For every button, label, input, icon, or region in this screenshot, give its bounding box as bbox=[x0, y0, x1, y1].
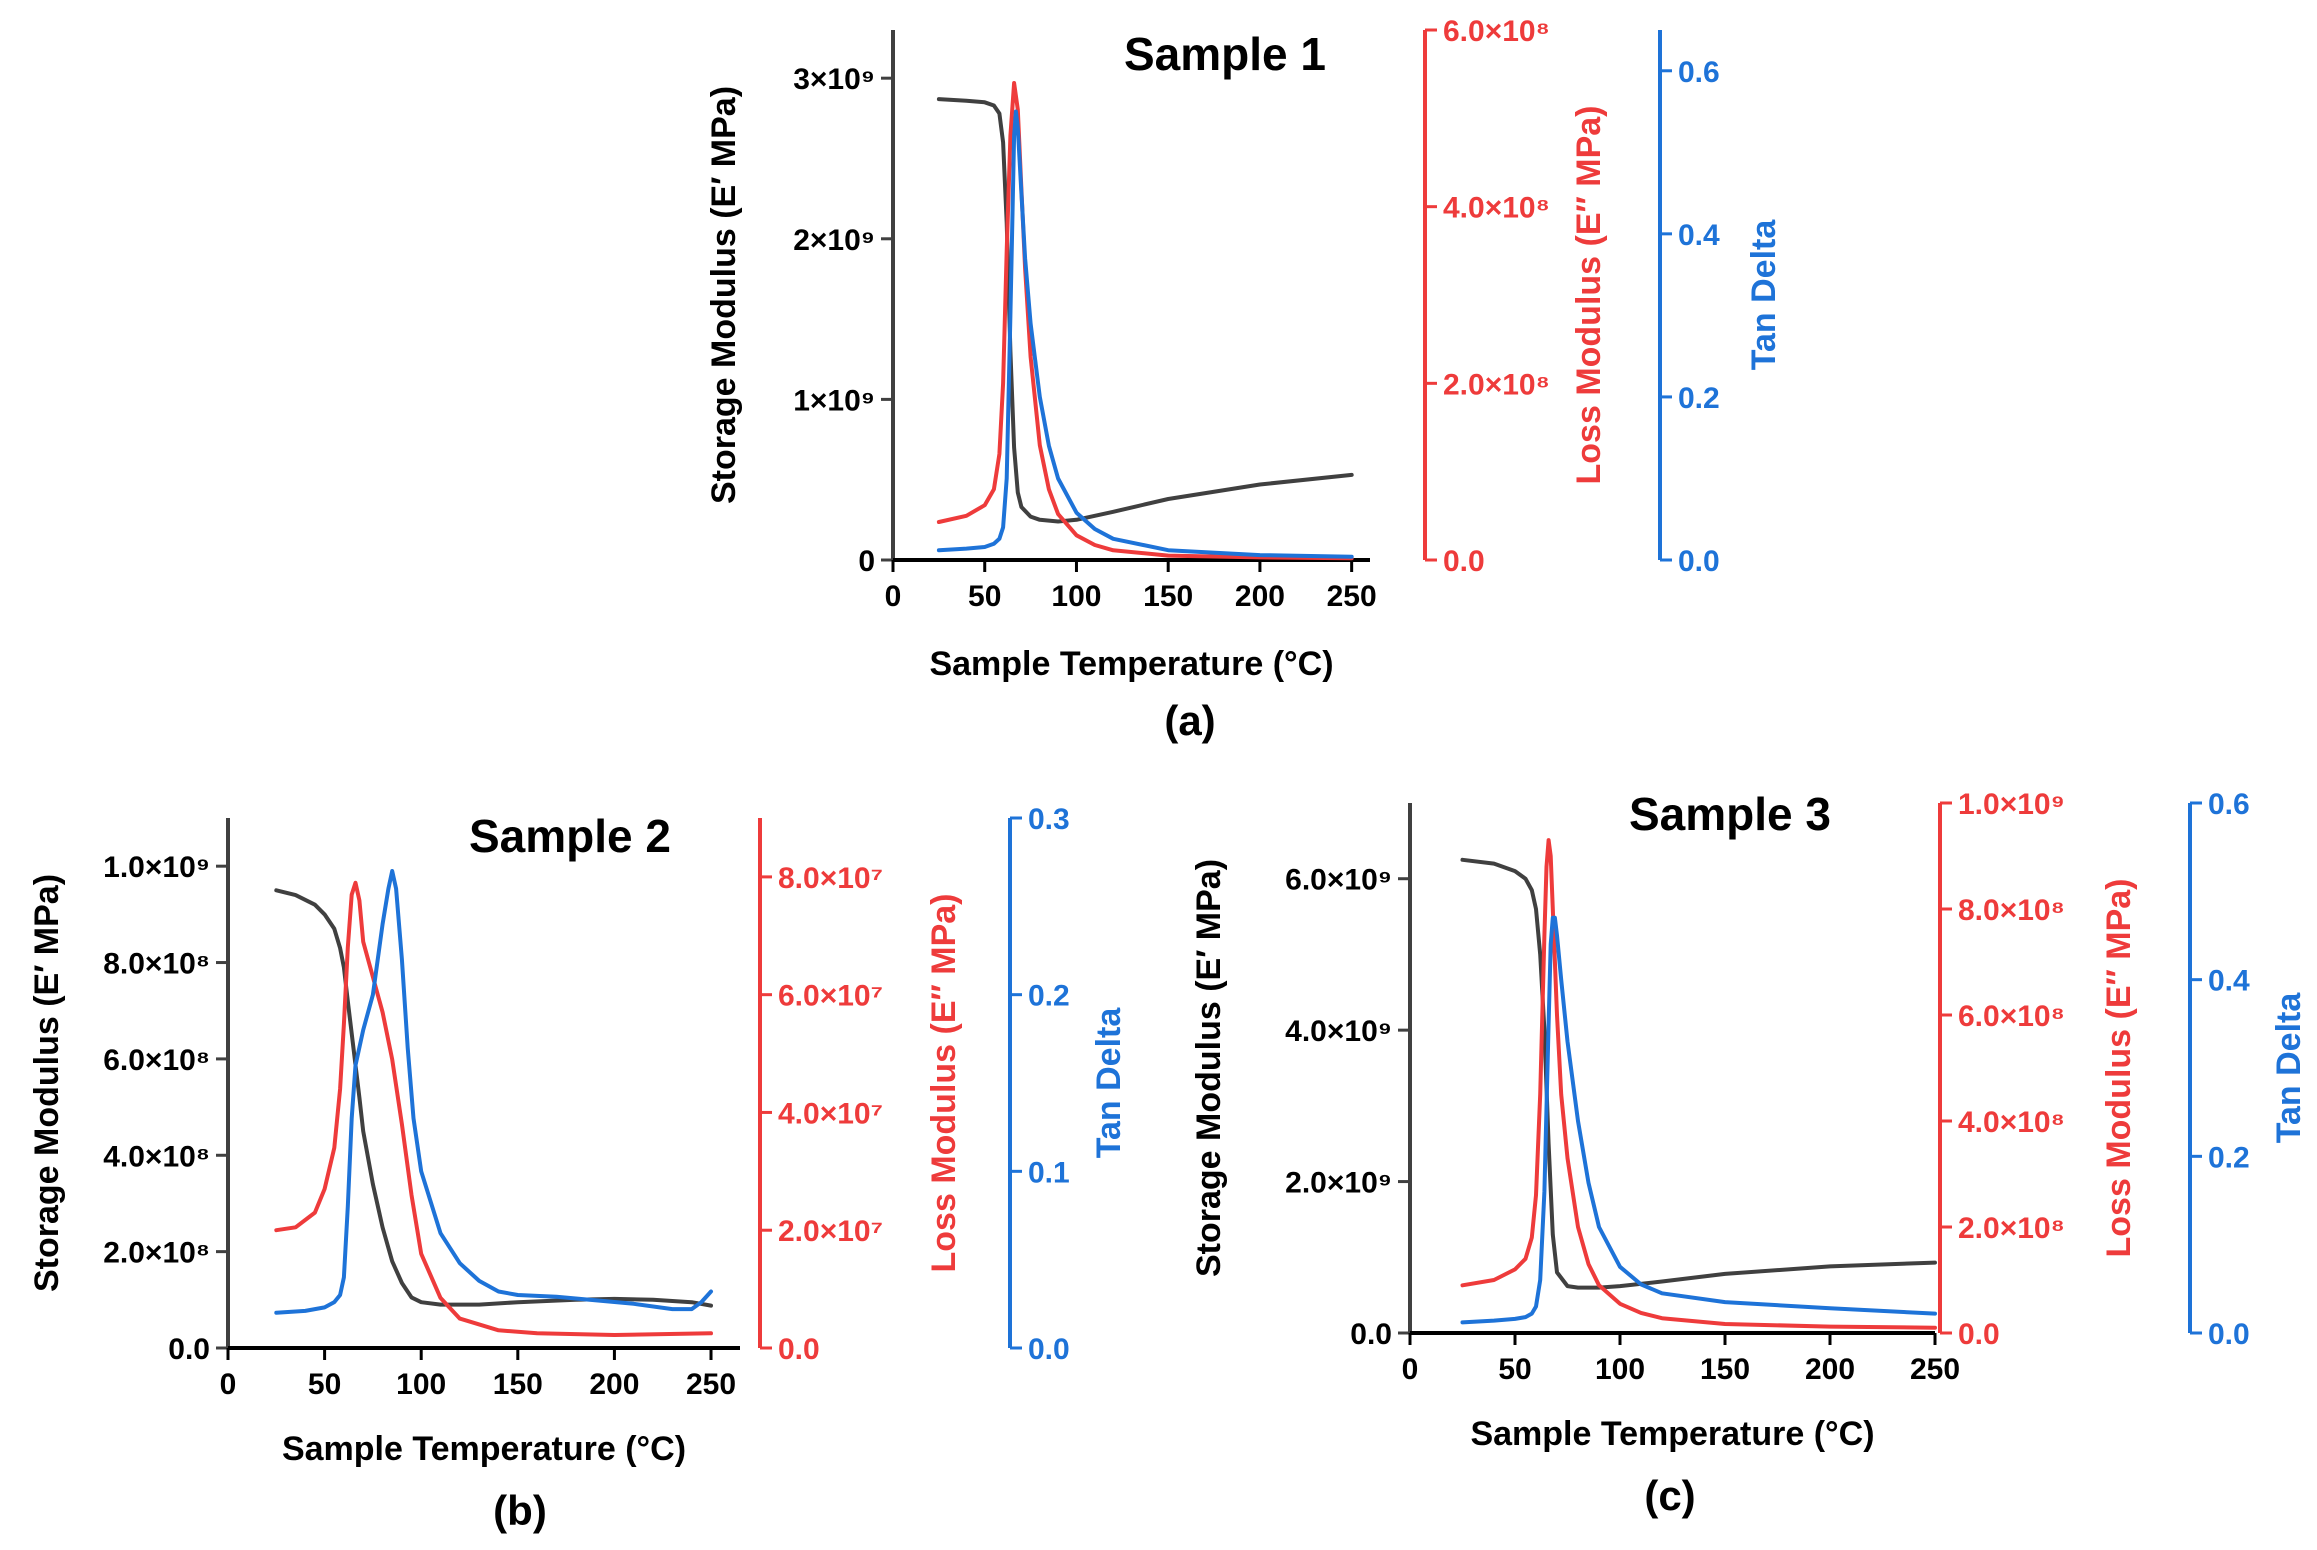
x-tick-label: 0 bbox=[1402, 1353, 1419, 1386]
loss-tick-label: 0.0 bbox=[1443, 545, 1485, 578]
loss-modulus-line bbox=[1460, 838, 1937, 1330]
tan-tick-label: 0.0 bbox=[1028, 1333, 1070, 1366]
x-tick-label: 0 bbox=[220, 1368, 237, 1401]
tan-tick-label: 0.2 bbox=[1028, 980, 1070, 1013]
loss-tick-label: 4.0×10⁸ bbox=[1443, 192, 1550, 225]
tan-tick-label: 0.6 bbox=[2208, 788, 2250, 821]
left-tick-label: 2.0×10⁸ bbox=[103, 1237, 210, 1270]
loss-tick-label: 0.0 bbox=[1958, 1318, 2000, 1351]
x-tick-label: 100 bbox=[1595, 1353, 1645, 1386]
chart-panel-2: 0.0 2.0×10⁸ 4.0×10⁸ 6.0×10⁸ 8.0×10⁸ 1.0×10⁹ St… bbox=[28, 803, 1128, 1534]
x-axis-label: Sample Temperature (°C) bbox=[1470, 1415, 1874, 1453]
loss-tick-label: 6.0×10⁷ bbox=[778, 980, 883, 1013]
loss-tick-label: 8.0×10⁷ bbox=[778, 862, 883, 895]
x-tick-label: 200 bbox=[1235, 580, 1285, 613]
tan-tick-label: 0.4 bbox=[1678, 219, 1720, 252]
tan-axis-label: Tan Delta bbox=[1090, 1007, 1128, 1159]
x-tick-label: 50 bbox=[308, 1368, 341, 1401]
loss-tick-label: 4.0×10⁷ bbox=[778, 1097, 883, 1130]
x-tick-label: 50 bbox=[1498, 1353, 1531, 1386]
tan-axis-label: Tan Delta bbox=[2270, 992, 2308, 1144]
tan-tick-label: 0.3 bbox=[1028, 803, 1070, 836]
x-tick-label: 200 bbox=[1805, 1353, 1855, 1386]
tan-tick-label: 0.6 bbox=[1678, 56, 1720, 89]
loss-tick-label: 6.0×10⁸ bbox=[1958, 1000, 2065, 1033]
x-axis-label: Sample Temperature (°C) bbox=[929, 645, 1333, 683]
chart-title: Sample 2 bbox=[469, 810, 671, 862]
x-tick-label: 150 bbox=[1700, 1353, 1750, 1386]
loss-axis-label: Loss Modulus (E″ MPa) bbox=[925, 894, 963, 1273]
chart-title: Sample 1 bbox=[1124, 28, 1326, 80]
storage-modulus-line bbox=[274, 888, 713, 1308]
left-axis-label: Storage Modulus (E′ MPa) bbox=[705, 86, 743, 504]
left-tick-label: 4.0×10⁹ bbox=[1285, 1015, 1392, 1048]
loss-modulus-line bbox=[274, 880, 713, 1337]
loss-tick-label: 4.0×10⁸ bbox=[1958, 1106, 2065, 1139]
x-axis-label: Sample Temperature (°C) bbox=[282, 1430, 686, 1468]
storage-modulus-line bbox=[1460, 857, 1937, 1290]
tan-tick-label: 0.2 bbox=[2208, 1141, 2250, 1174]
loss-axis-label: Loss Modulus (E″ MPa) bbox=[2100, 879, 2138, 1258]
x-tick-label: 100 bbox=[396, 1368, 446, 1401]
tan-delta-line bbox=[936, 109, 1354, 559]
left-tick-label: 2×10⁹ bbox=[793, 224, 875, 257]
left-axis-label: Storage Modulus (E′ MPa) bbox=[1190, 859, 1228, 1277]
left-tick-label: 1.0×10⁹ bbox=[103, 851, 210, 884]
tan-tick-label: 0.0 bbox=[2208, 1318, 2250, 1351]
loss-tick-label: 2.0×10⁷ bbox=[778, 1215, 883, 1248]
chart-panel-1: 0 1×10⁹ 2×10⁹ 3×10⁹ Storage Modulus (E′ MPa)… bbox=[705, 15, 1783, 744]
loss-tick-label: 8.0×10⁸ bbox=[1958, 894, 2065, 927]
tan-axis-label: Tan Delta bbox=[1745, 219, 1783, 371]
storage-modulus-line bbox=[936, 97, 1354, 524]
loss-axis-label: Loss Modulus (E″ MPa) bbox=[1570, 106, 1608, 485]
panel-label: (c) bbox=[1644, 1472, 1695, 1519]
x-tick-label: 50 bbox=[968, 580, 1001, 613]
loss-tick-label: 1.0×10⁹ bbox=[1958, 788, 2065, 821]
x-tick-label: 150 bbox=[1143, 580, 1193, 613]
left-axis-label: Storage Modulus (E′ MPa) bbox=[28, 874, 66, 1292]
tan-delta-line bbox=[1460, 915, 1937, 1325]
loss-tick-label: 0.0 bbox=[778, 1333, 820, 1366]
x-tick-label: 250 bbox=[1327, 580, 1377, 613]
chart-panel-3: 0.0 2.0×10⁹ 4.0×10⁹ 6.0×10⁹ Storage Modulus … bbox=[1190, 788, 2308, 1519]
left-tick-label: 4.0×10⁸ bbox=[103, 1140, 210, 1173]
left-tick-label: 8.0×10⁸ bbox=[103, 948, 210, 981]
loss-tick-label: 2.0×10⁸ bbox=[1443, 368, 1550, 401]
chart-title: Sample 3 bbox=[1629, 788, 1831, 840]
left-tick-label: 3×10⁹ bbox=[793, 63, 875, 96]
left-tick-label: 0 bbox=[858, 545, 875, 578]
left-tick-label: 6.0×10⁹ bbox=[1285, 864, 1392, 897]
left-tick-label: 1×10⁹ bbox=[793, 384, 875, 417]
x-tick-label: 100 bbox=[1051, 580, 1101, 613]
panel-label: (b) bbox=[493, 1487, 547, 1534]
loss-modulus-line bbox=[936, 81, 1354, 561]
tan-tick-label: 0.2 bbox=[1678, 382, 1720, 415]
loss-tick-label: 6.0×10⁸ bbox=[1443, 15, 1550, 48]
tan-tick-label: 0.1 bbox=[1028, 1156, 1070, 1189]
left-tick-label: 0.0 bbox=[168, 1333, 210, 1366]
x-tick-label: 200 bbox=[589, 1368, 639, 1401]
tan-tick-label: 0.0 bbox=[1678, 545, 1720, 578]
tan-delta-line bbox=[274, 869, 713, 1315]
x-tick-label: 250 bbox=[1910, 1353, 1960, 1386]
left-tick-label: 6.0×10⁸ bbox=[103, 1044, 210, 1077]
loss-tick-label: 2.0×10⁸ bbox=[1958, 1212, 2065, 1245]
tan-tick-label: 0.4 bbox=[2208, 965, 2250, 998]
x-tick-label: 0 bbox=[885, 580, 902, 613]
panel-label: (a) bbox=[1164, 697, 1215, 744]
x-tick-label: 150 bbox=[493, 1368, 543, 1401]
left-tick-label: 0.0 bbox=[1350, 1318, 1392, 1351]
left-tick-label: 2.0×10⁹ bbox=[1285, 1167, 1392, 1200]
x-tick-label: 250 bbox=[686, 1368, 736, 1401]
